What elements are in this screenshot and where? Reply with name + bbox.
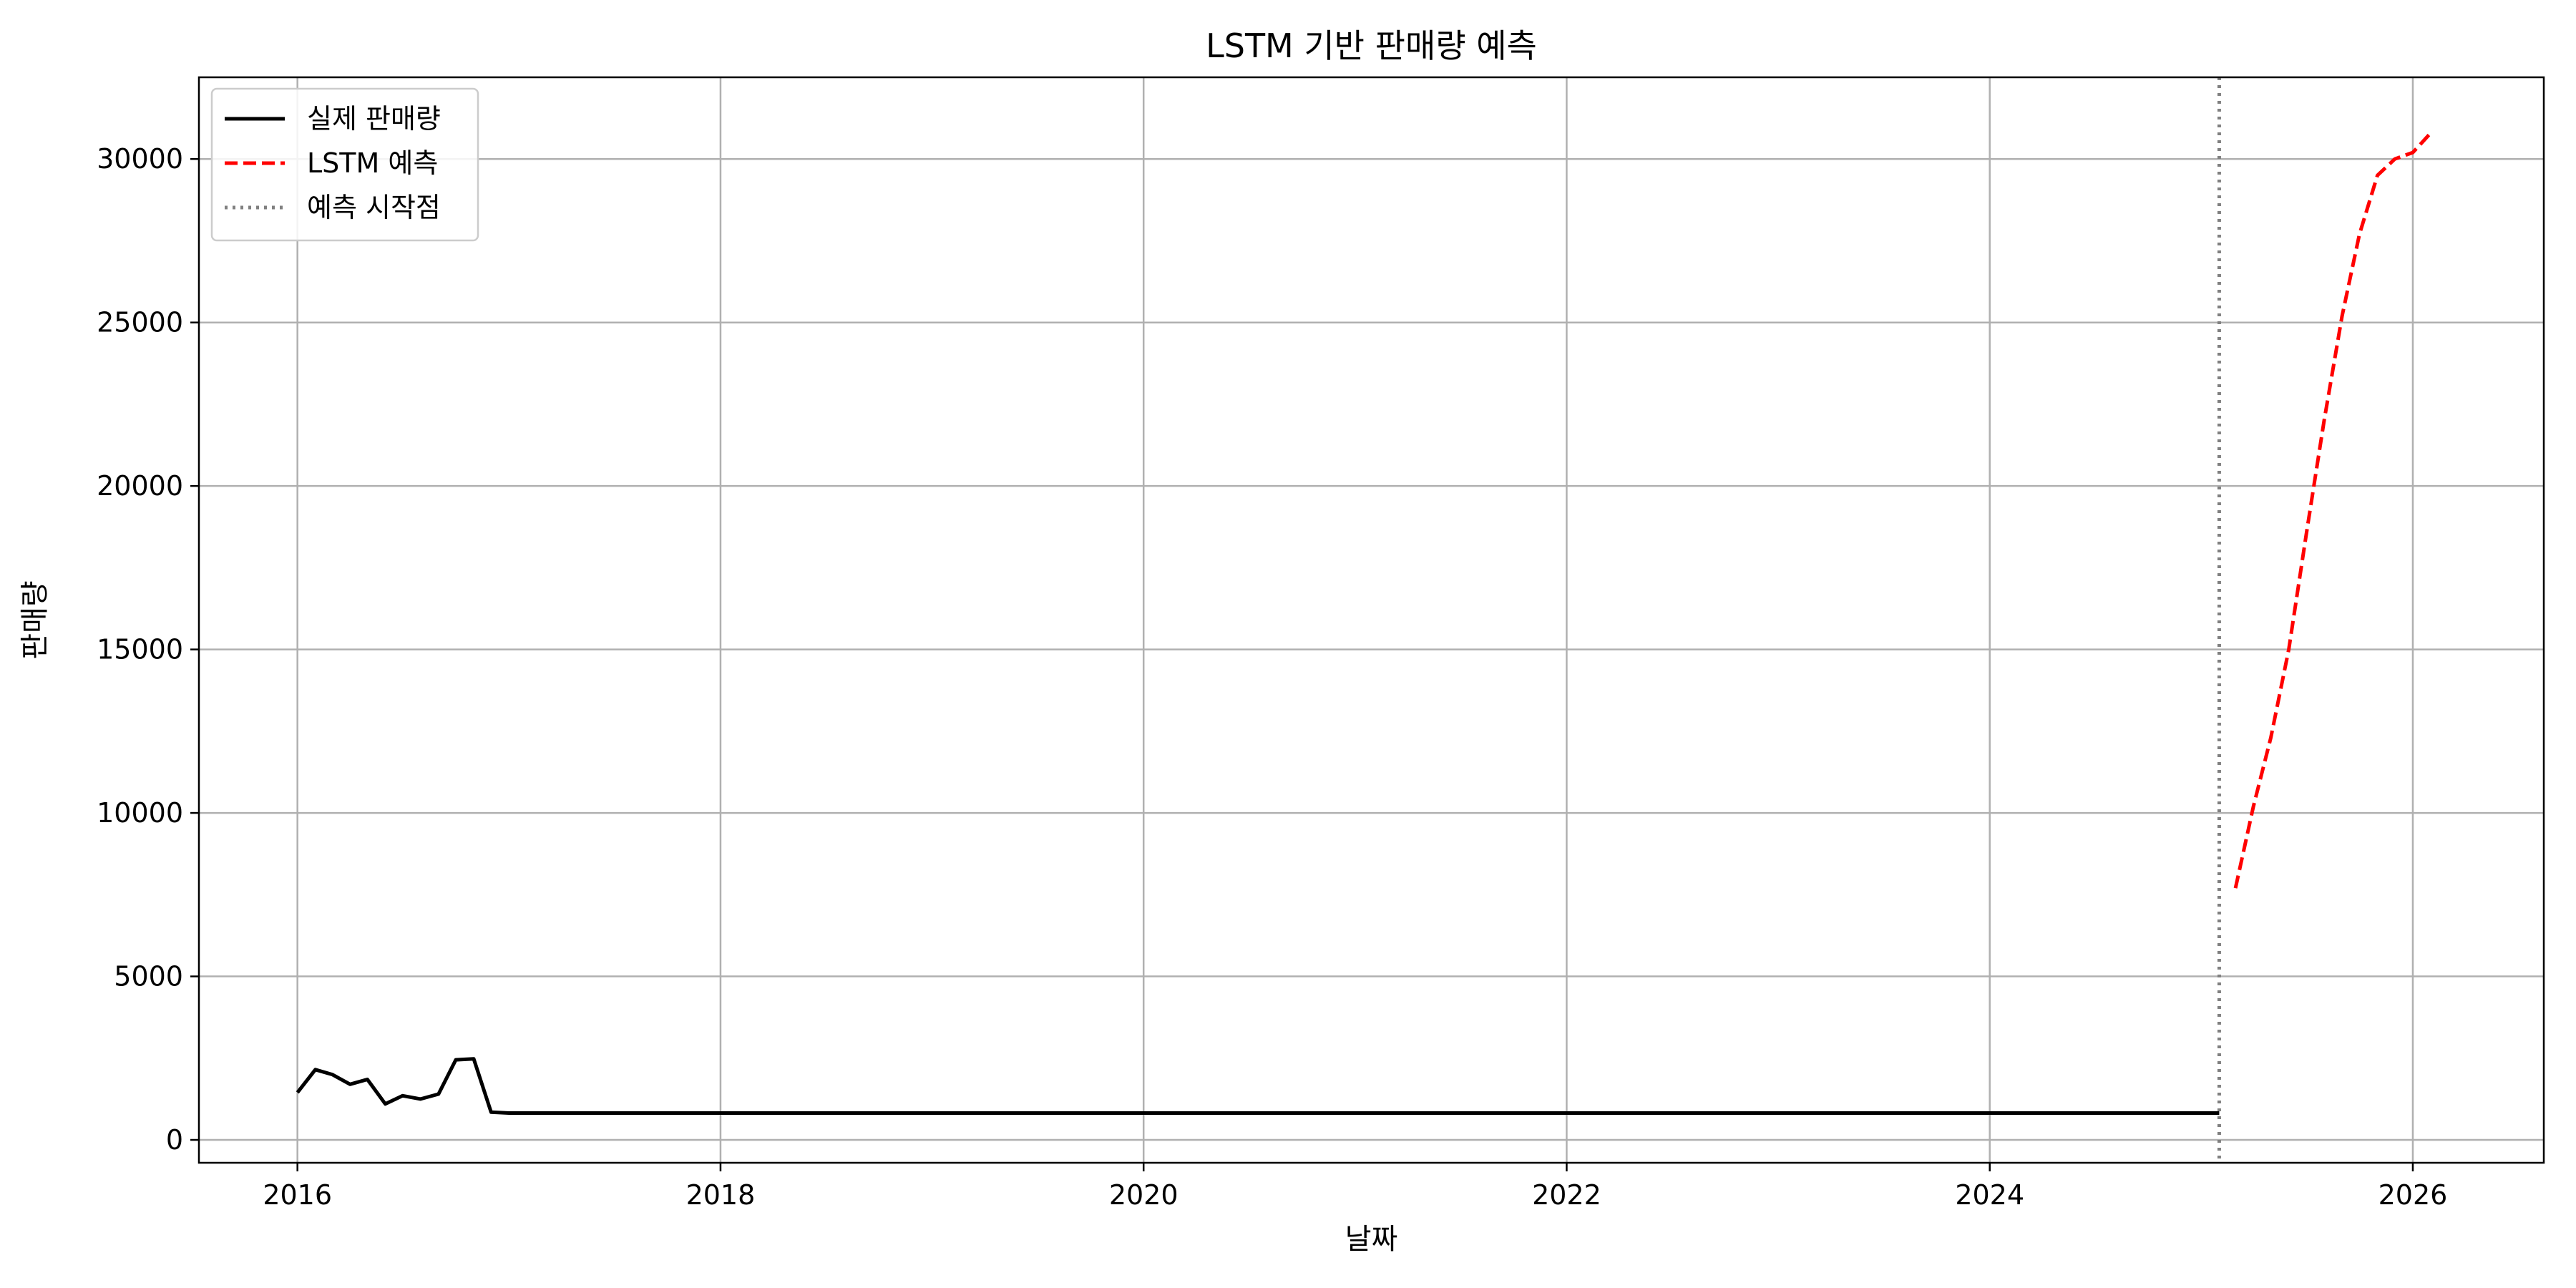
x-tick-label: 2020 xyxy=(1109,1179,1179,1211)
y-tick-label: 10000 xyxy=(97,797,183,829)
y-axis-title: 판매량 xyxy=(19,580,52,659)
grid xyxy=(199,77,2544,1163)
ticks: 2016 2018 2020 2022 2024 2026 0 5000 10000 15000 2… xyxy=(97,143,2447,1211)
y-tick-label: 25000 xyxy=(97,307,183,338)
legend-label: LSTM 예측 xyxy=(307,147,438,179)
x-tick-label: 2026 xyxy=(2379,1179,2448,1211)
chart-title: LSTM 기반 판매량 예측 xyxy=(1206,26,1537,65)
plot-frame xyxy=(197,76,2545,1164)
series-line-0 xyxy=(296,1057,2220,1115)
y-tick-label: 30000 xyxy=(97,143,183,175)
x-tick-label: 2016 xyxy=(263,1179,332,1211)
legend-label: 실제 판매량 xyxy=(307,103,441,135)
series-line-1 xyxy=(2233,132,2432,889)
y-tick-label: 0 xyxy=(166,1124,183,1156)
y-tick-label: 20000 xyxy=(97,470,183,502)
y-tick-label: 15000 xyxy=(97,634,183,665)
series-layer xyxy=(296,77,2432,1163)
legend-box xyxy=(210,87,479,242)
legend-label: 예측 시작점 xyxy=(307,192,441,223)
x-tick-label: 2018 xyxy=(686,1179,756,1211)
x-axis-title: 날짜 xyxy=(1345,1223,1398,1256)
x-tick-label: 2022 xyxy=(1532,1179,1601,1211)
x-tick-label: 2024 xyxy=(1955,1179,2024,1211)
y-tick-label: 5000 xyxy=(114,961,183,992)
